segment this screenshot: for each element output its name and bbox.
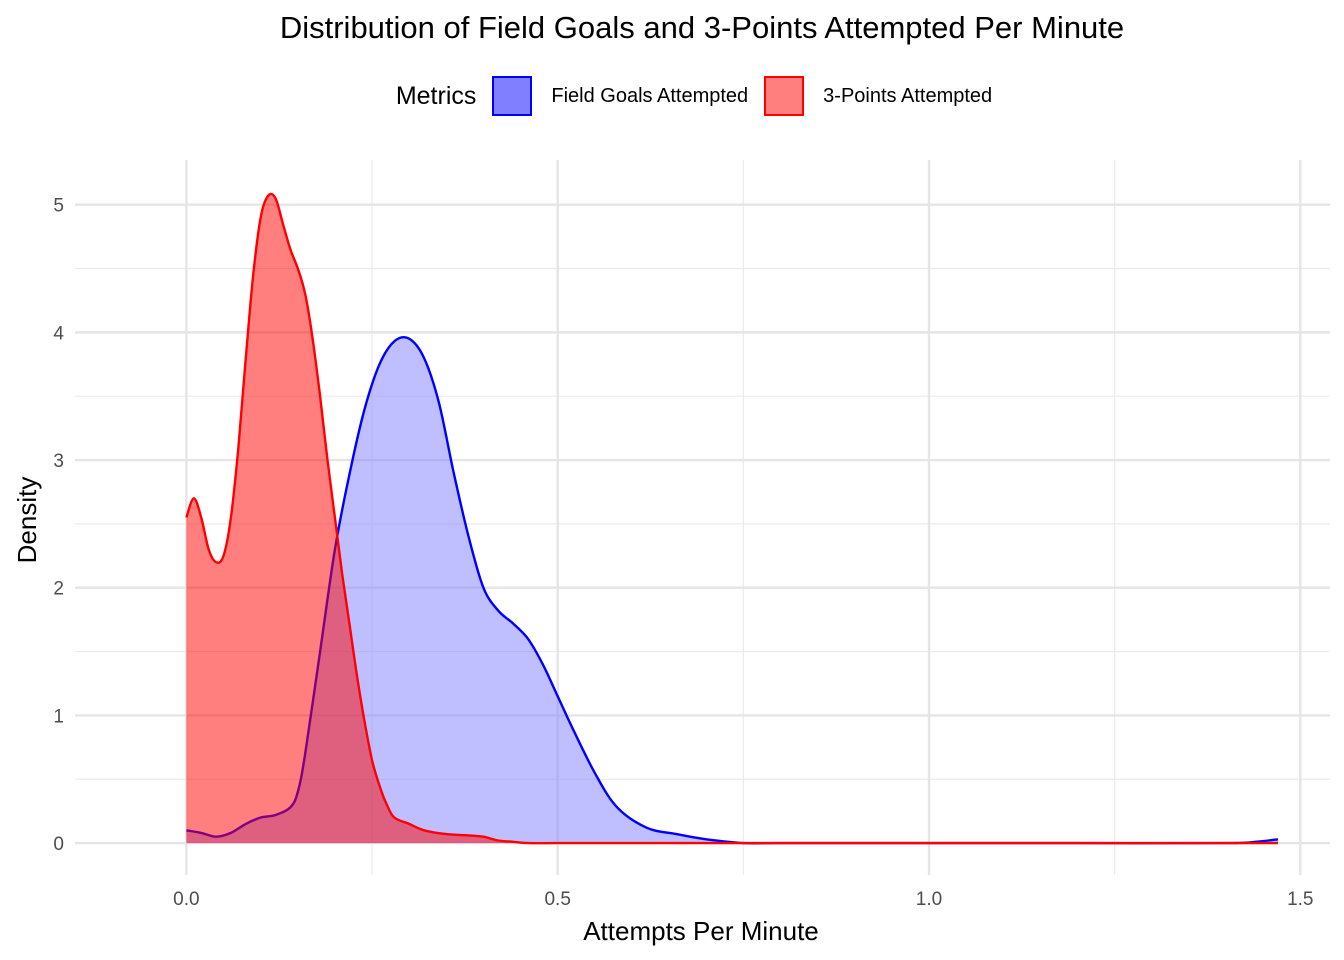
legend-label-3-points: 3-Points Attempted — [823, 84, 993, 107]
legend-label-field-goals: Field Goals Attempted — [551, 84, 749, 107]
y-axis-label: Density — [12, 477, 42, 564]
legend-title: Metrics — [395, 81, 477, 110]
x-tick-label: 0.5 — [544, 889, 570, 910]
y-tick-label: 5 — [53, 196, 64, 217]
legend-key-field-goals — [492, 76, 533, 116]
y-tick-label: 3 — [53, 451, 64, 472]
x-axis-label: Attempts Per Minute — [583, 916, 819, 946]
legend-key-3-points — [764, 76, 805, 116]
density-areas — [185, 192, 1279, 845]
density-area-field-goals — [186, 337, 1278, 844]
axis-ticks: 0.0 0.5 1.0 1.5 0 1 2 3 4 5 — [53, 196, 1313, 910]
y-tick-label: 4 — [53, 323, 64, 344]
legend: Metrics Field Goals Attempted 3-Points A… — [0, 76, 1344, 116]
density-line-3-points — [185, 192, 1278, 845]
y-tick-label: 0 — [53, 834, 64, 855]
x-tick-label: 0.0 — [173, 889, 199, 910]
x-tick-label: 1.5 — [1287, 889, 1313, 910]
density-area-3-points — [186, 193, 1278, 844]
legend-item-field-goals: Field Goals Attempted — [492, 76, 748, 116]
y-tick-label: 2 — [53, 579, 64, 600]
y-tick-label: 1 — [53, 706, 64, 727]
legend-item-3-points: 3-Points Attempted — [764, 76, 992, 116]
x-tick-label: 1.0 — [916, 889, 942, 910]
chart-title: Distribution of Field Goals and 3-Points… — [279, 10, 1125, 45]
